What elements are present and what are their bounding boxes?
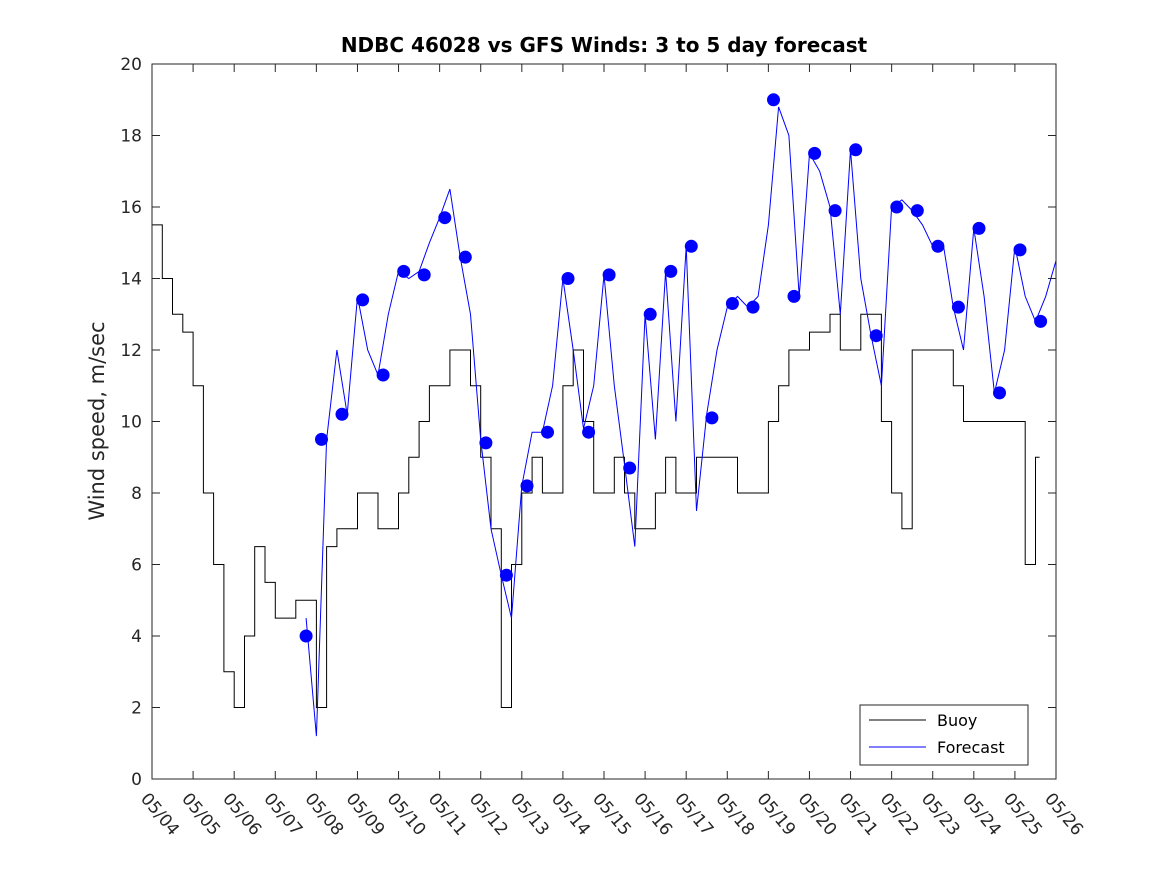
forecast-marker (438, 211, 452, 225)
forecast-marker (684, 239, 698, 253)
y-tick-label: 6 (131, 556, 142, 576)
forecast-marker (458, 250, 472, 264)
forecast-marker (705, 411, 719, 425)
forecast-marker (582, 425, 596, 439)
forecast-marker (397, 264, 411, 278)
series-layer (152, 106, 1057, 737)
y-axis-ticks: 0 2 4 6 8 10 12 14 16 18 20 (120, 55, 1056, 790)
legend: Buoy Forecast (859, 704, 1029, 766)
forecast-marker (520, 479, 534, 493)
forecast-marker (828, 204, 842, 218)
legend-forecast-label: Forecast (937, 738, 1005, 757)
forecast-marker (1013, 243, 1027, 257)
forecast-marker (299, 629, 313, 643)
y-tick-label: 20 (120, 55, 142, 75)
y-tick-label: 16 (120, 198, 142, 218)
forecast-marker (499, 568, 513, 582)
forecast-marker (993, 386, 1006, 400)
forecast-marker (376, 368, 390, 382)
forecast-marker (541, 425, 554, 439)
chart-title: NDBC 46028 vs GFS Winds: 3 to 5 day fore… (341, 33, 868, 57)
forecast-marker (643, 307, 657, 321)
y-tick-label: 14 (120, 270, 142, 290)
y-tick-label: 0 (131, 770, 142, 790)
forecast-marker (746, 300, 760, 314)
legend-box (859, 704, 1029, 766)
forecast-marker (1034, 314, 1048, 328)
forecast-marker (951, 300, 965, 314)
forecast-marker (356, 293, 370, 307)
y-tick-label: 4 (131, 627, 142, 647)
forecast-marker (315, 432, 328, 446)
forecast-marker (602, 268, 616, 282)
forecast-marker (725, 297, 739, 310)
y-tick-label: 2 (131, 699, 142, 719)
forecast-marker (869, 329, 883, 343)
forecast-marker (664, 264, 678, 278)
y-tick-label: 18 (120, 127, 142, 147)
forecast-marker (849, 143, 863, 157)
forecast-marker (479, 436, 493, 450)
forecast-marker (972, 221, 986, 235)
forecast-marker (767, 93, 780, 107)
plot-area (152, 64, 1056, 779)
forecast-marker (787, 289, 801, 303)
forecast-marker (890, 200, 904, 214)
forecast-marker (623, 461, 637, 475)
forecast-marker (808, 146, 822, 160)
forecast-marker (417, 268, 431, 282)
y-tick-label: 10 (120, 413, 142, 433)
forecast-marker (561, 272, 575, 285)
buoy-series-line (152, 224, 1040, 708)
y-tick-label: 8 (131, 484, 142, 504)
legend-buoy-label: Buoy (937, 711, 977, 730)
forecast-marker (910, 204, 924, 218)
y-tick-label: 12 (120, 341, 142, 361)
forecast-series-line (305, 106, 1057, 737)
forecast-marker (335, 407, 349, 421)
y-axis-label: Wind speed, m/sec (85, 321, 109, 520)
forecast-marker (931, 239, 945, 253)
marker-layer (299, 93, 1048, 643)
